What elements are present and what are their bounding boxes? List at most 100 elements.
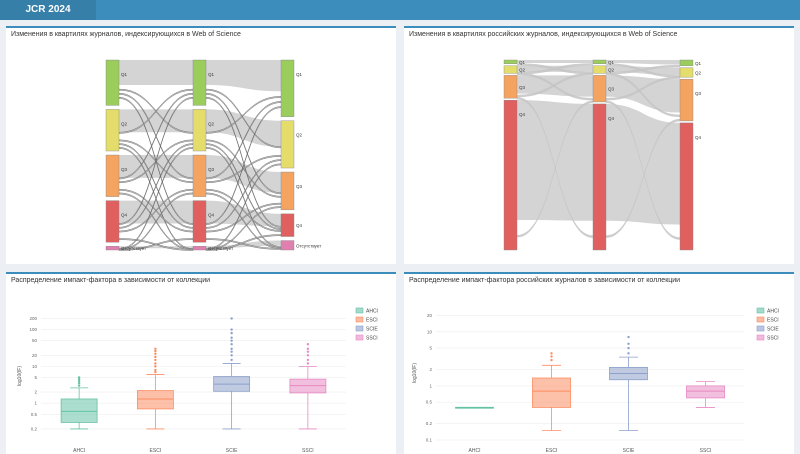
outlier-point <box>154 349 157 353</box>
sankey-node-other <box>105 246 120 251</box>
sankey-node-q1 <box>280 59 295 117</box>
sankey-node-q4 <box>192 200 207 243</box>
legend-swatch <box>355 316 364 323</box>
outlier-point <box>154 370 157 374</box>
outlier-point <box>230 343 233 346</box>
sankey-node-label: Q2 <box>121 121 128 126</box>
y-tick-label: 50 <box>32 338 38 343</box>
x-tick-label: ESCI <box>150 448 162 454</box>
outlier-point <box>627 335 630 339</box>
sankey-node-q4 <box>105 200 120 243</box>
y-axis-label: log10(IF) <box>412 363 418 383</box>
tab-jcr-2024[interactable]: JCR 2024 <box>0 0 96 20</box>
y-tick-label: 2 <box>429 367 432 372</box>
legend-label: SSCI <box>366 336 378 342</box>
sankey-flow-transition <box>606 72 680 118</box>
outlier-point <box>306 358 310 362</box>
y-tick-label: 1 <box>429 383 432 388</box>
sankey-node-q2 <box>105 109 120 152</box>
sankey-flow-transition <box>517 100 593 238</box>
legend-swatch <box>355 307 364 314</box>
sankey-node-q4 <box>592 103 607 251</box>
sankey-node-q4 <box>280 213 295 237</box>
outlier-point <box>627 342 630 346</box>
sankey-flow-main <box>119 109 193 133</box>
y-tick-label: 10 <box>427 329 433 334</box>
outlier-point <box>154 358 157 362</box>
legend-swatch <box>355 325 364 332</box>
panel-title: Изменения в квартилях журналов, индексир… <box>11 31 241 38</box>
legend-label: AHCI <box>366 309 378 315</box>
sankey-nodes: Q1 Q2 Q3 Q4 Q1 Q2 Q3 Q4 Q1 Q2 Q3 Q4 <box>503 59 702 251</box>
legend-item-ahci[interactable]: AHCI <box>355 307 378 315</box>
outlier-point <box>230 328 233 331</box>
sankey-node-q3 <box>592 75 607 103</box>
sankey-flow-transition <box>517 72 593 98</box>
sankey-node-label: Q1 <box>121 72 128 77</box>
sankey-flow-transition <box>517 63 593 75</box>
outlier-point <box>154 355 157 359</box>
box-ahci <box>60 376 98 430</box>
legend-item-scie[interactable]: SCIE <box>355 325 378 333</box>
outlier-point <box>154 368 157 372</box>
y-tick-label: 5 <box>34 375 37 380</box>
outlier-point <box>230 350 233 353</box>
box-esci <box>136 347 174 430</box>
sankey-node-q4 <box>503 99 518 251</box>
panel-title: Распределение импакт-фактора российских … <box>409 277 681 284</box>
legend-item-ssci[interactable]: SSCI <box>756 334 779 342</box>
y-tick-label: 100 <box>29 327 37 332</box>
legend-item-ssci[interactable]: SSCI <box>355 334 378 342</box>
x-tick-label: ESCI <box>546 448 558 454</box>
outlier-point <box>306 362 310 365</box>
y-tick-label: 1 <box>34 401 37 406</box>
y-tick-label: 0.2 <box>426 421 433 426</box>
legend-swatch <box>756 334 765 341</box>
sankey-node-label: Q3 <box>695 91 702 96</box>
sankey-node-q4 <box>679 122 694 251</box>
legend-item-esci[interactable]: ESCI <box>355 316 378 324</box>
sankey-flows <box>517 60 680 240</box>
sankey-node-label: Q2 <box>695 70 702 75</box>
outlier-point <box>154 362 157 365</box>
legend-swatch <box>756 307 765 314</box>
box-iqr <box>686 385 725 399</box>
outlier-point <box>230 331 233 335</box>
boxplot-chart-russian: 0.1 0.2 0.5 1 2 5 10 20 log10(IF) AHCI ESCI SCIE SSC… <box>412 307 779 454</box>
sankey-node-label: Q2 <box>608 68 615 73</box>
sankey-node-q3 <box>280 171 295 211</box>
sankey-node-q3 <box>503 75 518 99</box>
box-esci <box>532 352 571 431</box>
legend-swatch <box>355 334 364 341</box>
sankey-node-q1 <box>503 59 518 64</box>
box-ssci <box>686 381 725 408</box>
legend-item-scie[interactable]: SCIE <box>756 325 779 333</box>
outlier-point <box>550 355 553 358</box>
sankey-flow-transition <box>606 76 680 101</box>
outlier-point <box>154 365 157 368</box>
sankey-node-label: Q4 <box>608 116 615 121</box>
sankey-node-label: Q3 <box>519 85 526 90</box>
sankey-node-q2 <box>679 67 694 78</box>
sankey-node-label: Q3 <box>208 167 215 172</box>
y-tick-label: 10 <box>32 364 38 369</box>
sankey-nodes: Q1 Q2 Q3 Q4 Отсутствует Q1 Q2 Q3 Q4 Отсутствует Q1… <box>105 59 321 251</box>
x-tick-label: AHCI <box>73 448 85 454</box>
x-tick-label: SCIE <box>226 448 238 454</box>
x-tick-label: SCIE <box>623 448 635 454</box>
legend-label: AHCI <box>767 309 779 315</box>
outlier-point <box>230 336 233 339</box>
boxplot-chart-all: 0.2 0.5 1 2 5 10 20 50 100 200 log10(IF) AHCI ESCI SC… <box>17 307 378 454</box>
outlier-point <box>550 358 553 362</box>
legend-item-esci[interactable]: ESCI <box>756 316 779 324</box>
legend-item-ahci[interactable]: AHCI <box>756 307 779 315</box>
y-tick-label: 0.1 <box>426 438 433 443</box>
sankey-flow-main <box>119 200 193 224</box>
sankey-node-label: Q4 <box>519 112 526 117</box>
sankey-chart-all: Q1 Q2 Q3 Q4 Отсутствует Q1 Q2 Q3 Q4 Отсутствует Q1… <box>105 59 321 251</box>
panel-boxplot-all: Распределение импакт-фактора в зависимос… <box>6 272 396 454</box>
box-iqr <box>60 398 98 423</box>
sankey-node-label: Q1 <box>608 60 615 65</box>
sankey-node-label: Q4 <box>121 213 128 218</box>
outlier-point <box>77 384 81 387</box>
